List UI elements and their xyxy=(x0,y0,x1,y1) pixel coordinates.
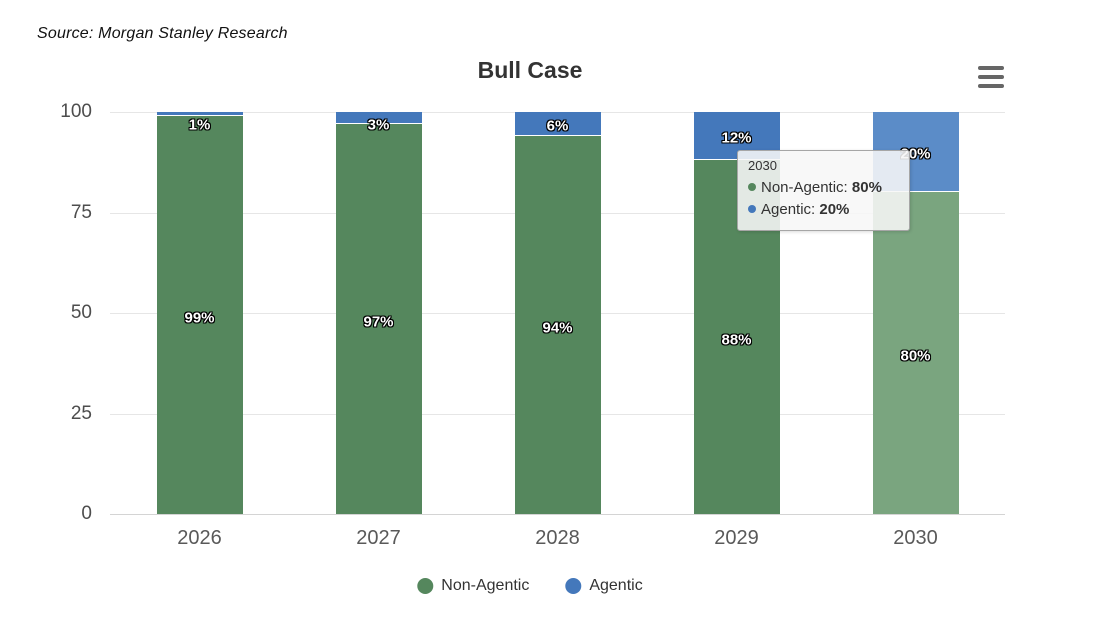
legend-label: Agentic xyxy=(589,577,643,594)
y-axis-tick-25: 25 xyxy=(70,402,92,424)
data-label-agentic-2027: 3% xyxy=(367,116,390,134)
data-label-agentic-2026: 1% xyxy=(188,116,211,134)
tooltip: 2030 Non-Agentic: 80% Agentic: 20% xyxy=(737,150,910,231)
bar-segment-agentic-2027[interactable] xyxy=(335,112,422,125)
y-axis-tick-50: 50 xyxy=(70,302,92,323)
tooltip-row-1: Agentic: 20% xyxy=(748,199,899,221)
x-axis-label-2029: 2029 xyxy=(714,527,759,549)
data-label-nonagentic-2026: 99% xyxy=(184,309,215,327)
legend: Non-Agentic Agentic xyxy=(417,577,643,595)
source-note: Source: Morgan Stanley Research xyxy=(37,25,288,42)
tooltip-series-value: 20% xyxy=(819,201,850,218)
data-label-nonagentic-2027: 97% xyxy=(363,313,394,331)
bar-segment-agentic-2028[interactable] xyxy=(514,112,601,137)
legend-marker-icon xyxy=(565,578,582,594)
gridline-0 xyxy=(110,514,1005,515)
data-label-nonagentic-2030: 80% xyxy=(900,347,931,365)
x-axis-label-2027: 2027 xyxy=(356,527,401,549)
tooltip-row-0: Non-Agentic: 80% xyxy=(748,177,899,199)
legend-marker-icon xyxy=(417,578,434,594)
tooltip-series-label: Agentic: xyxy=(761,201,820,218)
hamburger-menu-icon[interactable] xyxy=(978,66,1004,88)
bar-segment-nonagentic-2028[interactable] xyxy=(514,136,601,514)
x-axis-label-2026: 2026 xyxy=(177,527,222,549)
tooltip-series-dot xyxy=(748,183,756,191)
chart-title: Bull Case xyxy=(477,57,583,83)
bar-segment-nonagentic-2030[interactable] xyxy=(872,192,959,514)
data-label-agentic-2029: 12% xyxy=(721,129,752,147)
bar-segment-agentic-2026[interactable] xyxy=(156,112,243,117)
bar-segment-nonagentic-2026[interactable] xyxy=(156,116,243,514)
y-axis-tick-0: 0 xyxy=(81,503,92,524)
y-axis-tick-100: 100 xyxy=(60,101,92,122)
x-axis-label-2028: 2028 xyxy=(535,527,580,549)
tooltip-header: 2030 xyxy=(748,158,777,173)
tooltip-series-value: 80% xyxy=(851,179,882,196)
legend-item-non-agentic[interactable]: Non-Agentic xyxy=(417,577,529,595)
data-label-nonagentic-2029: 88% xyxy=(721,331,752,349)
data-label-agentic-2028: 6% xyxy=(546,117,569,135)
legend-label: Non-Agentic xyxy=(441,577,530,594)
y-axis-tick-75: 75 xyxy=(70,201,92,223)
x-axis-label-2030: 2030 xyxy=(893,527,938,549)
bar-segment-nonagentic-2027[interactable] xyxy=(335,124,422,514)
legend-item-agentic[interactable]: Agentic xyxy=(565,577,643,595)
data-label-nonagentic-2028: 94% xyxy=(542,319,573,337)
tooltip-series-label: Non-Agentic: xyxy=(761,179,852,196)
tooltip-series-dot xyxy=(748,205,756,213)
